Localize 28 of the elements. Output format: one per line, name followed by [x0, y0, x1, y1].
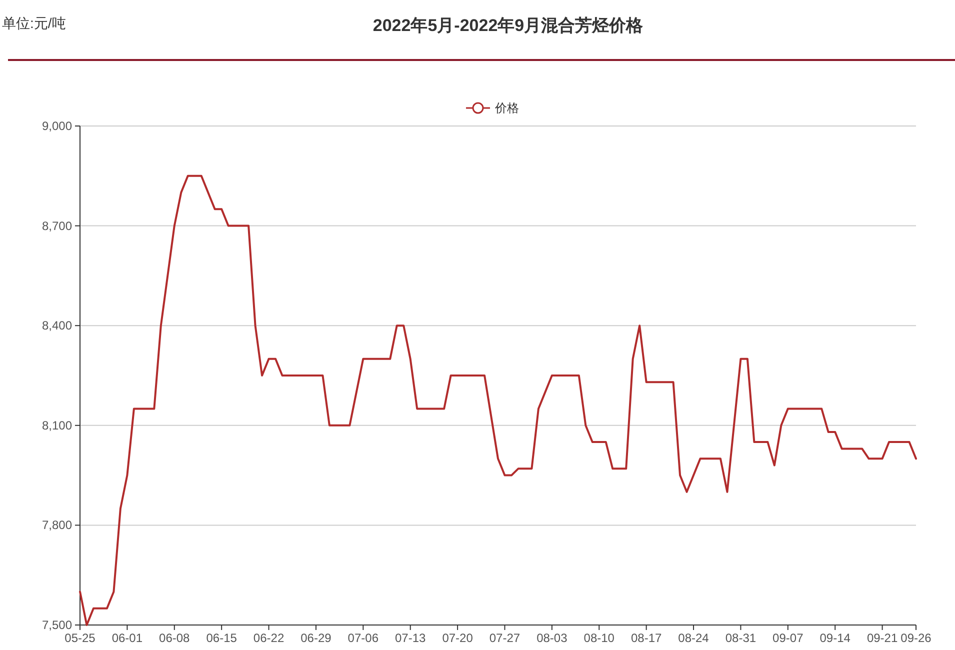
- text: 单位:元/吨: [2, 15, 66, 31]
- x-tick-label: 07-20: [442, 631, 474, 645]
- x-tick-label: 06-29: [300, 631, 332, 645]
- x-tick-label: 08-31: [725, 631, 756, 645]
- x-tick-label: 07-27: [489, 631, 520, 645]
- x-tick-label: 08-24: [678, 631, 710, 645]
- chart-title: 2022年5月-2022年9月混合芳烃价格: [372, 16, 644, 35]
- y-tick-label: 8,100: [42, 418, 72, 432]
- x-tick-label: 07-06: [348, 631, 379, 645]
- y-tick-label: 7,800: [42, 518, 72, 532]
- y-tick-label: 9,000: [42, 119, 72, 133]
- x-tick-label: 06-08: [159, 631, 190, 645]
- y-tick-label: 8,400: [42, 318, 72, 333]
- x-tick-label: 08-17: [630, 631, 662, 645]
- y-tick-label: 7,500: [42, 618, 72, 632]
- x-tick-label: 06-01: [112, 631, 143, 645]
- x-tick-label: 08-03: [536, 631, 568, 645]
- x-tick-label: 06-22: [253, 631, 284, 645]
- x-tick-label: 09-07: [772, 631, 804, 645]
- x-tick-label: 07-13: [395, 631, 426, 645]
- y-tick-label: 8,700: [42, 218, 72, 233]
- x-tick-label: 08-10: [584, 631, 615, 645]
- legend-label: 价格: [494, 101, 519, 115]
- x-tick-label: 09-14: [820, 631, 851, 645]
- x-tick-label: 09-26: [900, 631, 932, 645]
- x-tick-label: 09-21: [866, 631, 898, 645]
- x-tick-label: 05-25: [64, 631, 96, 645]
- x-tick-label: 06-15: [206, 631, 238, 645]
